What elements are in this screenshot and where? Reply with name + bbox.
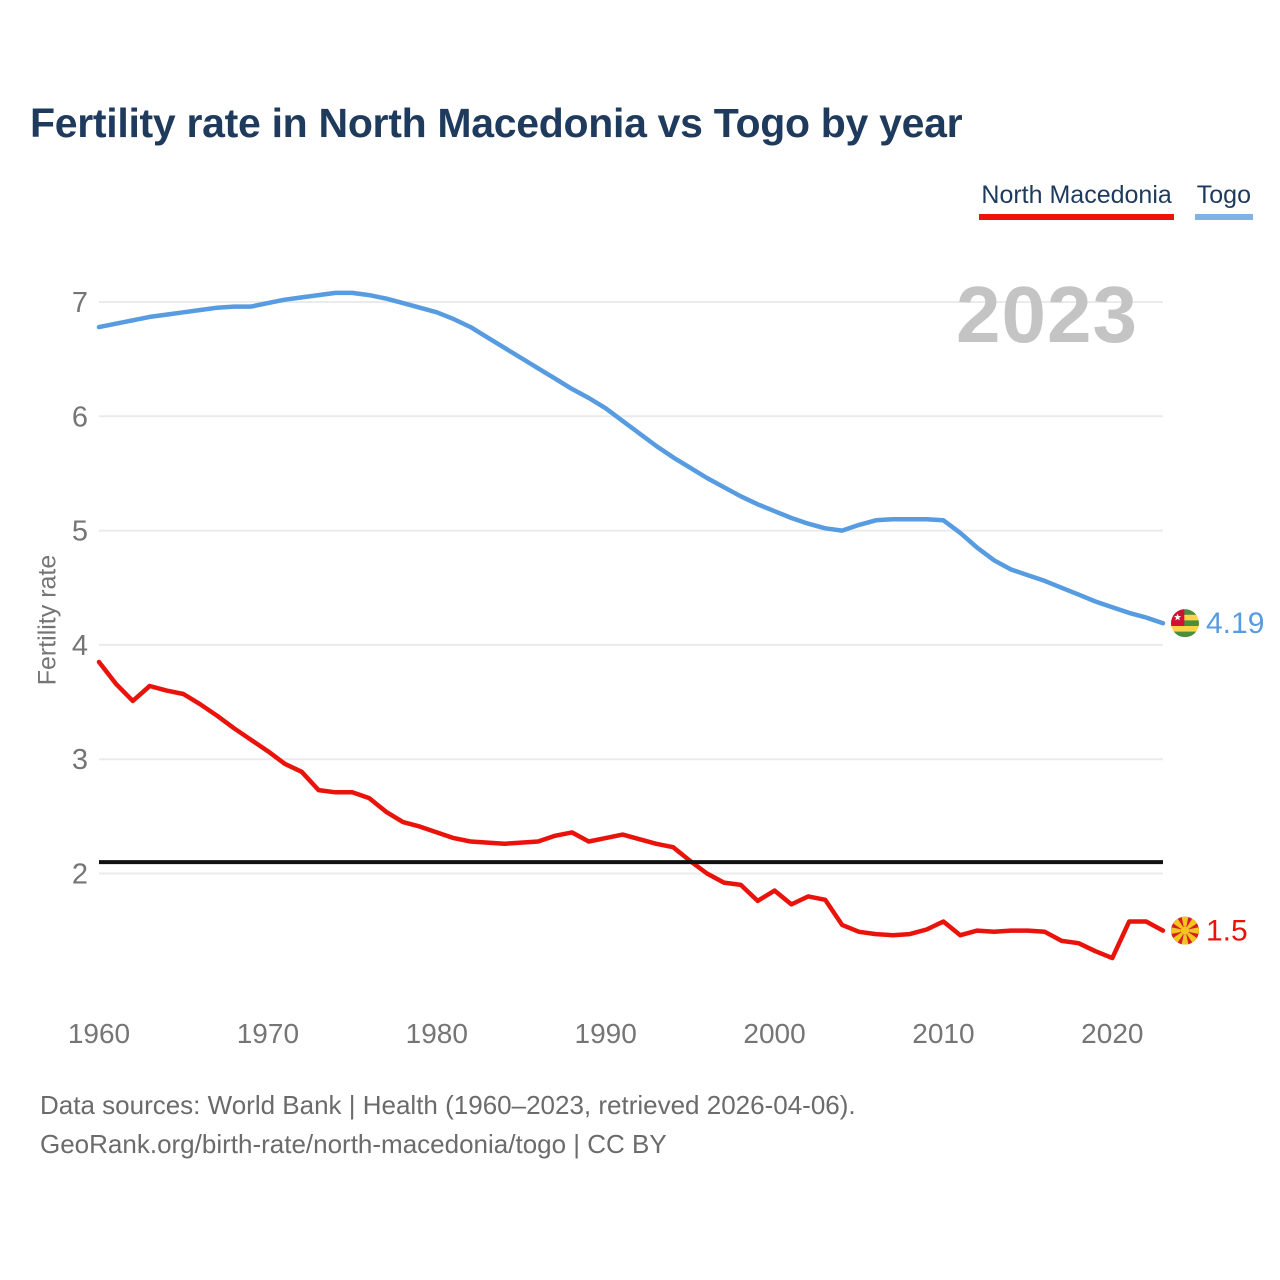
x-tick-label: 2010 — [912, 1018, 974, 1049]
x-tick-label: 2000 — [743, 1018, 805, 1049]
chart-title: Fertility rate in North Macedonia vs Tog… — [30, 100, 963, 146]
footer-attribution: GeoRank.org/birth-rate/north-macedonia/t… — [40, 1129, 667, 1159]
watermark-year: 2023 — [956, 270, 1138, 359]
x-tick-label: 2020 — [1081, 1018, 1143, 1049]
togo-end-value-label: 4.19 — [1206, 607, 1264, 640]
x-tick-label: 1970 — [237, 1018, 299, 1049]
y-gridlines: 2 3 4 5 6 7 — [72, 287, 1163, 891]
y-tick-label: 7 — [72, 287, 88, 319]
x-tick-label: 1990 — [575, 1018, 637, 1049]
north-macedonia-flag-icon — [1171, 916, 1199, 945]
togo-line[interactable] — [96, 290, 1166, 626]
legend-item-togo[interactable]: Togo — [1194, 181, 1253, 220]
north-macedonia-line[interactable] — [96, 659, 1166, 961]
legend: North Macedonia Togo — [979, 181, 1253, 220]
legend-label-togo: Togo — [1196, 181, 1251, 209]
legend-item-north-macedonia[interactable]: North Macedonia — [979, 181, 1174, 220]
y-tick-label: 4 — [72, 630, 88, 662]
x-tick-label: 1980 — [406, 1018, 468, 1049]
y-tick-label: 5 — [72, 516, 88, 548]
legend-label-north-macedonia: North Macedonia — [981, 181, 1172, 209]
x-tick-labels: 1960 1970 1980 1990 2000 2010 2020 — [68, 1018, 1144, 1049]
footer-data-sources: Data sources: World Bank | Health (1960–… — [40, 1090, 856, 1120]
footer: Data sources: World Bank | Health (1960–… — [40, 1086, 856, 1164]
x-tick-label: 1960 — [68, 1018, 130, 1049]
north-macedonia-end-value-label: 1.5 — [1206, 915, 1248, 948]
y-tick-label: 3 — [72, 744, 88, 776]
y-tick-label: 6 — [72, 401, 88, 433]
y-tick-label: 2 — [72, 859, 88, 891]
togo-flag-icon — [1171, 609, 1199, 638]
